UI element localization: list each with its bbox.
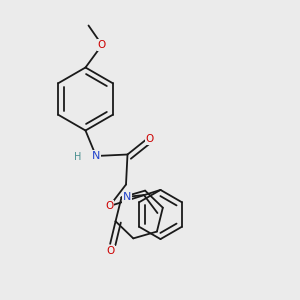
Text: H: H — [74, 152, 81, 163]
Text: O: O — [105, 201, 114, 211]
Text: N: N — [92, 151, 100, 161]
Text: N: N — [123, 192, 131, 203]
Text: O: O — [146, 134, 154, 144]
Text: O: O — [106, 246, 114, 256]
Text: O: O — [98, 40, 106, 50]
